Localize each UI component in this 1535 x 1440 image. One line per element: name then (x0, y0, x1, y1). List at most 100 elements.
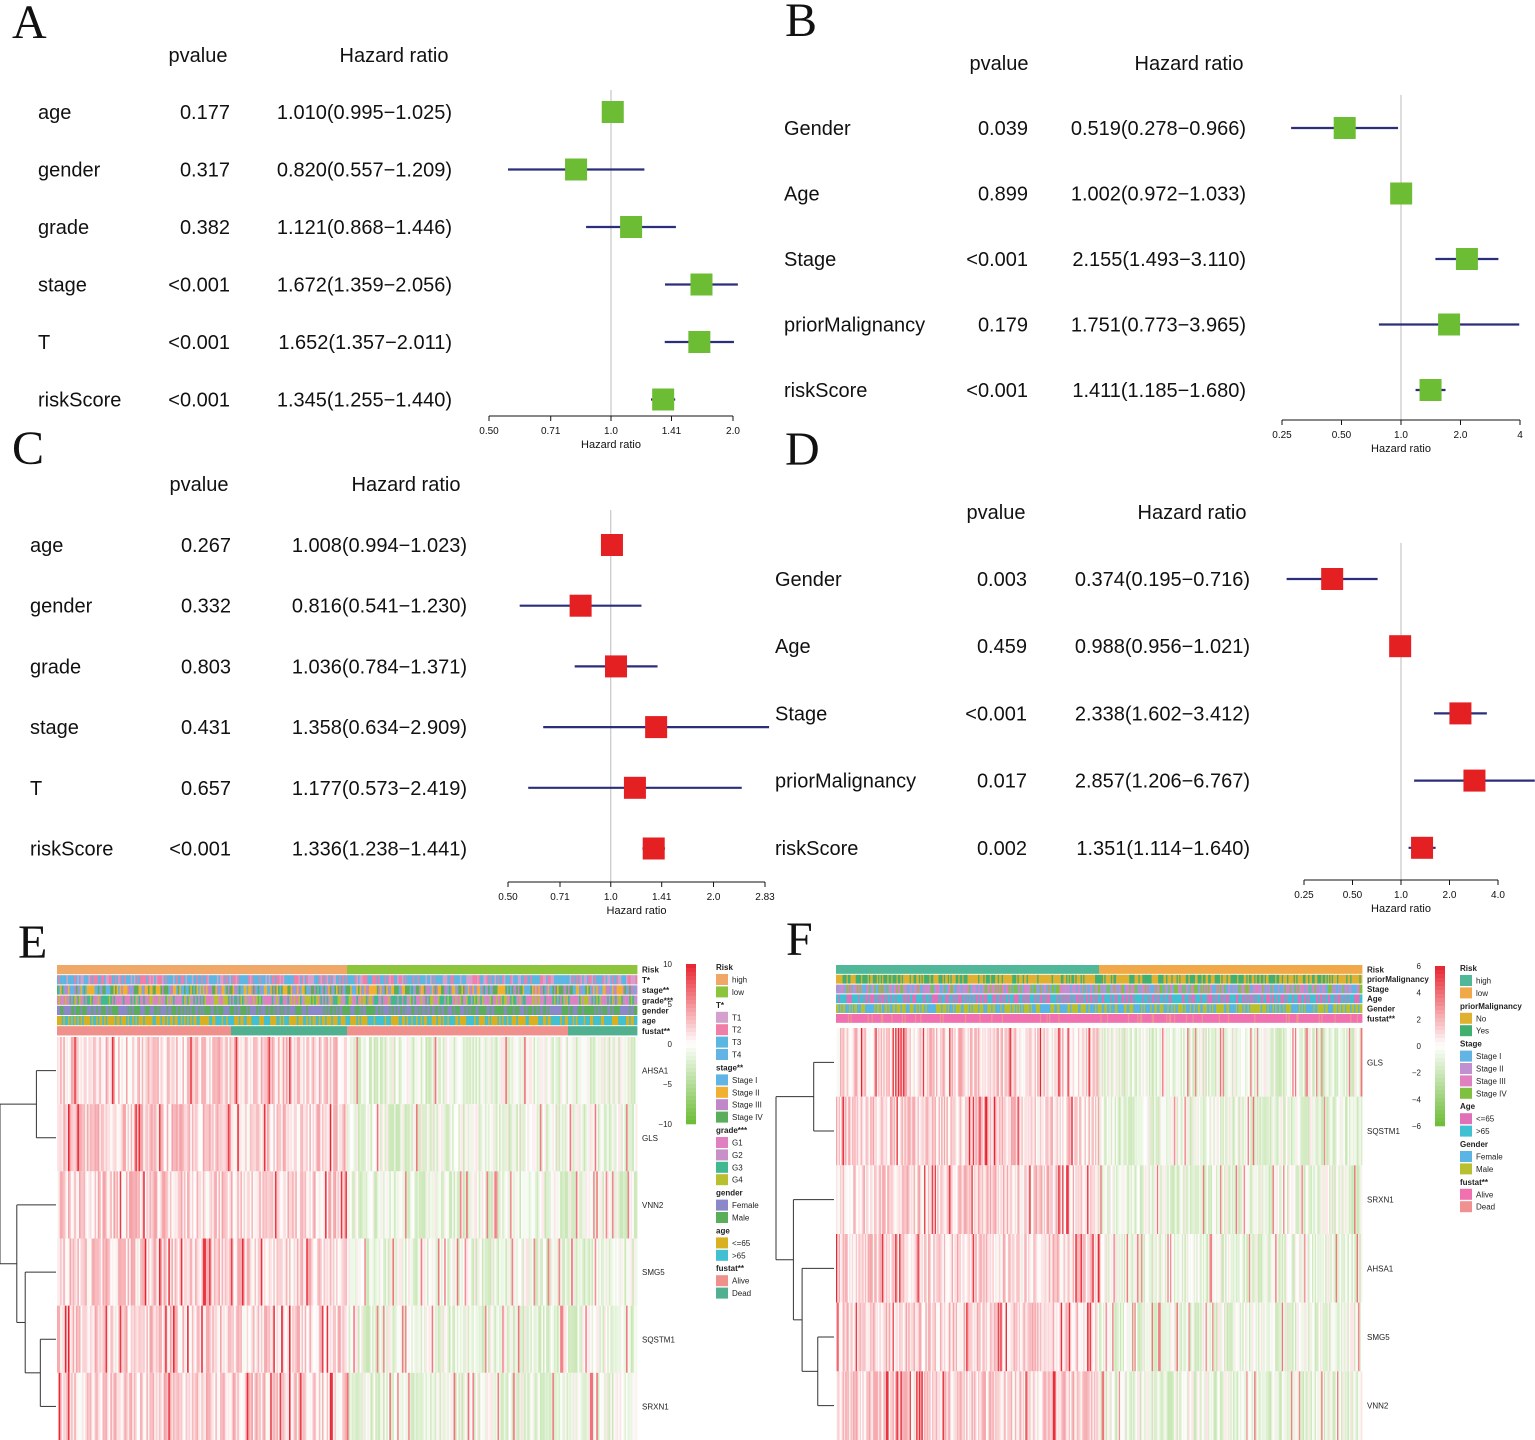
annotation-cell (459, 995, 462, 1005)
heatmap-cell (262, 1372, 265, 1440)
annotation-cell (499, 995, 502, 1005)
annotation-cell (204, 995, 207, 1005)
annotation-cell (132, 975, 135, 985)
annotation-cell (260, 965, 263, 975)
annotation-cell (320, 1016, 323, 1026)
annotation-cell (455, 975, 458, 985)
annotation-cell (80, 1005, 83, 1015)
annotation-cell (624, 1005, 627, 1015)
heatmap-cell (210, 1171, 213, 1239)
annotation-cell (168, 1005, 171, 1015)
annotation-cell (361, 1005, 364, 1015)
annotation-cell (116, 1005, 119, 1015)
annotation-cell (82, 1026, 85, 1036)
annotation-cell (586, 1005, 589, 1015)
heatmap-cell (605, 1104, 608, 1172)
heatmap-cell (367, 1171, 370, 1239)
annotation-cell (464, 975, 467, 985)
annotation-cell (187, 965, 190, 975)
heatmap-cell (582, 1104, 585, 1172)
annotation-cell (510, 1016, 512, 1026)
annotation-cell (499, 965, 502, 975)
annotation-cell (152, 965, 155, 975)
heatmap-cell (541, 1104, 544, 1172)
annotation-cell (582, 1026, 585, 1036)
annotation-cell (151, 975, 154, 985)
heatmap-cell (372, 1305, 375, 1373)
heatmap-cell (422, 1305, 425, 1373)
annotation-cell (182, 985, 185, 995)
heatmap-cell (82, 1305, 85, 1373)
heatmap-cell (463, 1171, 465, 1239)
heatmap-cell (309, 1372, 312, 1440)
annotation-cell (243, 1005, 246, 1015)
annotation-cell (183, 995, 186, 1005)
heatmap-cell (547, 1305, 550, 1373)
heatmap-cell (166, 1238, 169, 1306)
annotation-cell (516, 985, 519, 995)
annotation-cell (196, 1016, 199, 1026)
heatmap-cell (270, 1305, 273, 1373)
annotation-cell (281, 1026, 284, 1036)
annotation-cell (220, 1026, 222, 1036)
heatmap-cell (505, 1104, 508, 1172)
annotation-cell (514, 1026, 517, 1036)
annotation-cell (278, 1005, 280, 1015)
annotation-cell (345, 965, 348, 975)
annotation-cell (541, 985, 544, 995)
row-pvalue: <0.001 (169, 839, 231, 861)
annotation-cell (604, 1005, 607, 1015)
heatmap-cell (405, 1305, 407, 1373)
annotation-cell (303, 1016, 306, 1026)
annotation-cell (270, 995, 273, 1005)
heatmap-cell (199, 1238, 202, 1306)
annotation-cell (127, 985, 130, 995)
annotation-cell (224, 985, 227, 995)
annotation-cell (249, 975, 252, 985)
heatmap-cell (577, 1305, 580, 1373)
annotation-cell (406, 975, 409, 985)
annotation-cell (608, 995, 611, 1005)
heatmap-cell (477, 1372, 480, 1440)
row-hazard-ratio: 1.121(0.868−1.446) (277, 217, 452, 239)
heatmap-cell (528, 1238, 531, 1306)
heatmap-cell (57, 1372, 59, 1440)
heatmap-cell (147, 1171, 150, 1239)
heatmap-cell (325, 1372, 328, 1440)
annotation-cell (162, 975, 164, 985)
annotation-cell (174, 1026, 177, 1036)
heatmap-cell (353, 1305, 356, 1373)
annotation-cell (285, 1005, 288, 1015)
annotation-cell (401, 1016, 404, 1026)
heatmap-cell (400, 1171, 403, 1239)
heatmap-cell (317, 1037, 320, 1105)
annotation-cell (483, 1016, 486, 1026)
annotation-cell (125, 985, 128, 995)
annotation-cell (336, 985, 338, 995)
heatmap-cell (353, 1104, 356, 1172)
row-name: riskScore (775, 838, 858, 860)
heatmap-cell (160, 1238, 163, 1306)
x-tick-label: 0.25 (1294, 890, 1314, 901)
heatmap-cell (484, 1372, 487, 1440)
annotation-cell (231, 985, 233, 995)
heatmap-cell (550, 1372, 553, 1440)
heatmap-cell (389, 1305, 392, 1373)
heatmap-cell (223, 1238, 226, 1306)
heatmap-cell (215, 1104, 218, 1172)
annotation-cell (608, 1005, 611, 1015)
heatmap-cell (359, 1104, 362, 1172)
annotation-cell (231, 965, 233, 975)
annotation-cell (430, 1026, 433, 1036)
heatmap-cell (608, 1305, 611, 1373)
annotation-cell (602, 965, 605, 975)
annotation-cell (406, 1005, 409, 1015)
annotation-cell (489, 1026, 492, 1036)
heatmap-cell (491, 1104, 494, 1172)
heatmap-cell (456, 1037, 459, 1105)
annotation-cell (326, 995, 329, 1005)
annotation-cell (519, 1026, 522, 1036)
annotation-cell (536, 995, 539, 1005)
heatmap-cell (202, 1171, 205, 1239)
annotation-cell (550, 975, 553, 985)
